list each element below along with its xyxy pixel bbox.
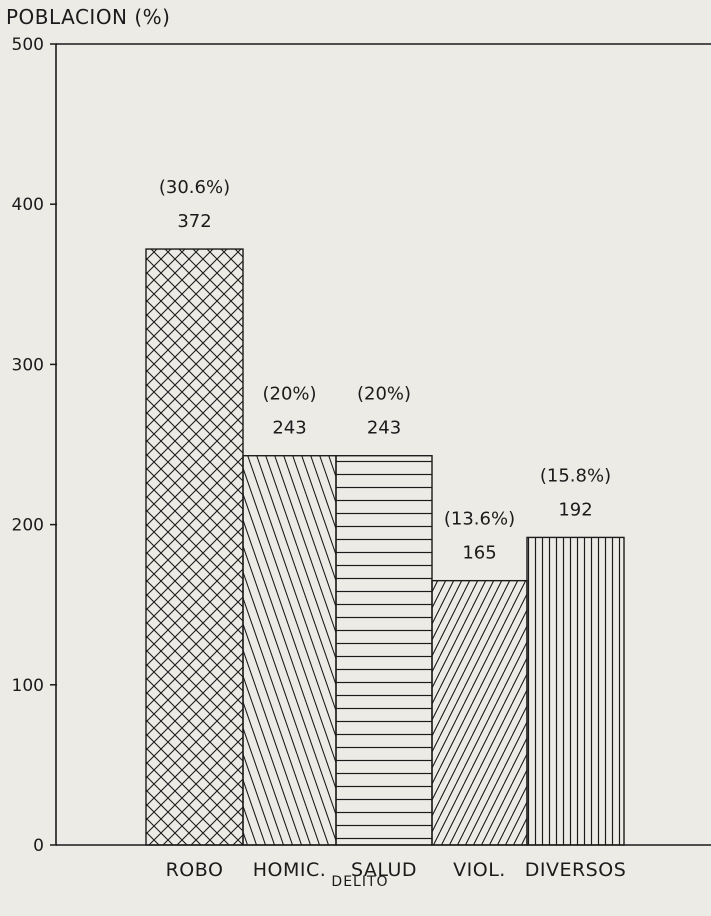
bar-homic [242,455,337,846]
value-label: 243 [367,418,401,439]
y-tick-label: 400 [12,195,44,215]
percent-label: (13.6%) [444,509,515,530]
percent-label: (15.8%) [540,465,611,486]
percent-label: (20%) [262,384,316,405]
value-label: 192 [558,499,592,520]
bar-diversos [526,536,625,846]
category-label: ROBO [166,859,224,881]
bar-labels: 372 (30.6%) 243 (20%) 243 (20%) 165 (13.6%) 192 (… [159,177,611,564]
value-label: 372 [177,211,211,232]
category-labels: ROBO HOMIC. SALUD VIOL. DIVERSOS [166,859,627,881]
percent-label: (30.6%) [159,177,230,198]
y-tick-label: 300 [12,355,44,375]
percent-label: (20%) [357,384,411,405]
y-ticks: 0 100 200 300 400 500 [12,35,57,856]
x-axis-label: DELITO [331,874,388,890]
category-label: DIVERSOS [525,859,627,881]
y-tick-label: 0 [33,836,44,856]
bars [145,248,625,846]
category-label: VIOL. [453,859,506,881]
bar-robo [145,248,244,846]
y-axis-label: POBLACION (%) [6,5,171,29]
y-tick-label: 100 [12,676,44,696]
value-label: 165 [462,543,496,564]
category-label: HOMIC. [253,859,327,881]
value-label: 243 [272,418,306,439]
category-label: SALUD [351,859,417,881]
y-tick-label: 500 [12,35,44,55]
bar-salud [335,455,433,846]
y-tick-label: 200 [12,516,44,536]
bar-viol [431,579,528,846]
